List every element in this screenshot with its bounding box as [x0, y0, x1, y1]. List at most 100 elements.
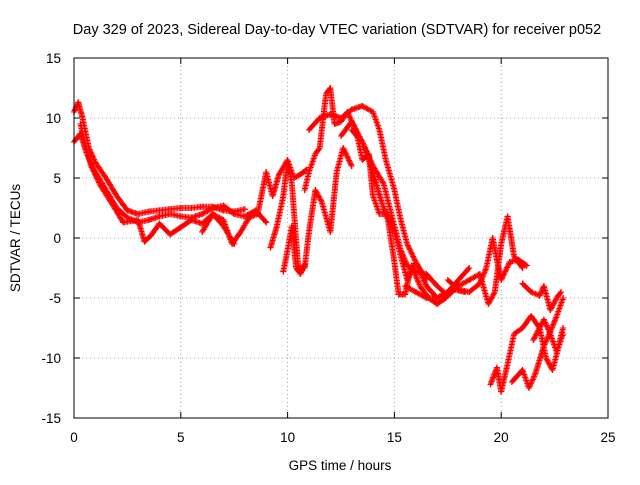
- data-point: [376, 193, 383, 199]
- data-point: [434, 295, 441, 301]
- data-point: [359, 157, 366, 163]
- data-point: [466, 289, 473, 295]
- data-point: [547, 331, 554, 337]
- data-point: [229, 241, 236, 247]
- data-point: [515, 256, 522, 263]
- data-point: [412, 289, 419, 295]
- data-point: [156, 207, 163, 214]
- data-point: [540, 343, 547, 349]
- x-tick-label: 15: [387, 430, 402, 445]
- data-point: [397, 253, 404, 259]
- data-point: [284, 157, 291, 163]
- data-point: [220, 202, 227, 209]
- data-point: [560, 295, 567, 301]
- data-point: [508, 379, 515, 385]
- data-point: [532, 370, 539, 377]
- data-point: [540, 316, 547, 323]
- data-point: [167, 211, 174, 217]
- series-track-15: [487, 313, 567, 395]
- data-point: [506, 259, 513, 265]
- data-point: [525, 385, 532, 391]
- data-point: [231, 211, 238, 217]
- data-point: [323, 91, 330, 97]
- data-point: [434, 301, 441, 307]
- data-point: [370, 193, 377, 199]
- data-point: [384, 217, 391, 223]
- data-point: [511, 331, 518, 337]
- data-point: [246, 214, 253, 221]
- data-point: [280, 193, 287, 199]
- data-point: [301, 261, 308, 268]
- data-point: [263, 219, 270, 226]
- data-point: [395, 291, 402, 298]
- data-point: [536, 292, 543, 299]
- data-point: [267, 244, 274, 251]
- x-tick-label: 0: [70, 430, 78, 445]
- data-point: [199, 220, 206, 227]
- data-point: [241, 213, 248, 220]
- series-track-7: [301, 85, 391, 217]
- data-point: [359, 139, 366, 145]
- data-point: [109, 201, 116, 208]
- x-tick-label: 10: [280, 430, 295, 445]
- series-markers: [280, 223, 308, 277]
- data-point: [498, 241, 505, 247]
- data-point: [135, 211, 142, 217]
- data-point: [156, 220, 163, 227]
- data-point: [338, 133, 344, 139]
- data-point: [199, 229, 206, 235]
- data-point: [504, 361, 511, 367]
- data-point: [498, 277, 505, 283]
- data-series: [71, 85, 567, 395]
- y-tick-label: -15: [41, 411, 61, 426]
- data-point: [333, 169, 340, 175]
- data-point: [483, 265, 490, 271]
- data-point: [284, 247, 291, 253]
- data-point: [209, 211, 216, 217]
- axis-ticks: 0 5 10 15 20 25 -15 -10 -5 0 5 10 15: [41, 51, 615, 445]
- y-axis-label: SDTVAR / TECUs: [8, 184, 23, 293]
- data-point: [177, 213, 184, 220]
- data-point: [81, 139, 88, 145]
- data-point: [79, 115, 86, 121]
- data-point: [423, 271, 430, 277]
- data-point: [340, 145, 347, 151]
- data-point: [485, 301, 492, 307]
- data-point: [327, 85, 334, 91]
- data-point: [103, 175, 110, 181]
- data-point: [380, 181, 387, 187]
- series-markers: [71, 99, 248, 217]
- data-point: [423, 295, 430, 301]
- data-point: [491, 289, 498, 295]
- data-point: [96, 181, 103, 187]
- data-point: [147, 232, 154, 239]
- data-point: [549, 367, 556, 373]
- data-point: [297, 271, 304, 277]
- data-point: [167, 231, 174, 238]
- data-point: [376, 211, 383, 217]
- data-point: [338, 115, 344, 121]
- x-tick-label: 25: [600, 430, 615, 445]
- data-point: [408, 262, 415, 269]
- data-point: [188, 217, 195, 223]
- data-point: [293, 265, 300, 271]
- data-point: [88, 163, 95, 169]
- data-point: [404, 241, 411, 247]
- data-point: [156, 213, 163, 220]
- series-markers: [444, 235, 530, 295]
- data-point: [297, 171, 304, 178]
- data-point: [489, 235, 496, 241]
- chart-title: Day 329 of 2023, Sidereal Day-to-day VTE…: [73, 22, 601, 38]
- data-point: [359, 103, 366, 109]
- y-tick-label: -5: [49, 291, 61, 306]
- data-point: [370, 109, 377, 115]
- data-point: [553, 349, 560, 355]
- data-point: [523, 262, 530, 269]
- data-point: [466, 277, 473, 283]
- data-point: [209, 205, 216, 211]
- data-point: [493, 364, 500, 371]
- data-point: [487, 381, 494, 388]
- series-track-6: [280, 223, 308, 277]
